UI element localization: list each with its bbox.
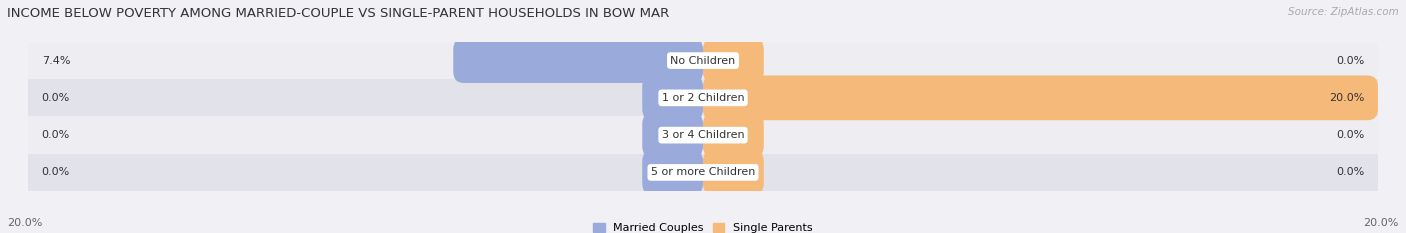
Bar: [28, 116, 1378, 154]
Text: Source: ZipAtlas.com: Source: ZipAtlas.com: [1288, 7, 1399, 17]
Text: 20.0%: 20.0%: [1329, 93, 1364, 103]
FancyBboxPatch shape: [643, 113, 703, 158]
Text: 0.0%: 0.0%: [42, 93, 70, 103]
FancyBboxPatch shape: [453, 38, 703, 83]
Text: 0.0%: 0.0%: [1336, 130, 1364, 140]
Text: 20.0%: 20.0%: [7, 218, 42, 228]
Text: 20.0%: 20.0%: [1364, 218, 1399, 228]
FancyBboxPatch shape: [643, 75, 703, 120]
Text: INCOME BELOW POVERTY AMONG MARRIED-COUPLE VS SINGLE-PARENT HOUSEHOLDS IN BOW MAR: INCOME BELOW POVERTY AMONG MARRIED-COUPL…: [7, 7, 669, 20]
Text: 0.0%: 0.0%: [1336, 168, 1364, 177]
Bar: [28, 79, 1378, 116]
Text: 3 or 4 Children: 3 or 4 Children: [662, 130, 744, 140]
Text: 7.4%: 7.4%: [42, 56, 70, 65]
FancyBboxPatch shape: [643, 150, 703, 195]
FancyBboxPatch shape: [703, 113, 763, 158]
Text: No Children: No Children: [671, 56, 735, 65]
Text: 1 or 2 Children: 1 or 2 Children: [662, 93, 744, 103]
FancyBboxPatch shape: [703, 38, 763, 83]
Text: 0.0%: 0.0%: [42, 130, 70, 140]
Text: 0.0%: 0.0%: [1336, 56, 1364, 65]
Text: 0.0%: 0.0%: [42, 168, 70, 177]
FancyBboxPatch shape: [703, 75, 1378, 120]
Text: 5 or more Children: 5 or more Children: [651, 168, 755, 177]
Bar: [28, 154, 1378, 191]
FancyBboxPatch shape: [703, 150, 763, 195]
Legend: Married Couples, Single Parents: Married Couples, Single Parents: [589, 219, 817, 233]
Bar: [28, 42, 1378, 79]
